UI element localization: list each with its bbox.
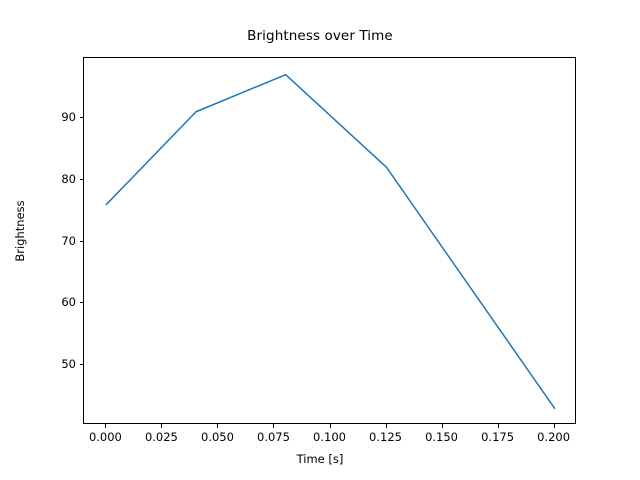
y-tick-mark <box>79 178 83 180</box>
x-tick-label: 0.175 <box>481 430 515 444</box>
brightness-line <box>105 73 556 410</box>
x-tick-label: 0.025 <box>144 430 178 444</box>
x-tick-mark <box>497 424 499 428</box>
y-tick-mark <box>79 302 83 304</box>
y-tick-mark <box>79 364 83 366</box>
x-tick-mark <box>385 424 387 428</box>
x-tick-mark <box>161 424 163 428</box>
data-line-svg <box>105 73 556 410</box>
plot-area <box>83 57 576 424</box>
x-tick-mark <box>105 424 107 428</box>
x-tick-mark <box>553 424 555 428</box>
y-tick-mark <box>79 116 83 118</box>
x-tick-label: 0.100 <box>313 430 346 444</box>
x-axis-label: Time [s] <box>296 452 344 466</box>
x-tick-mark <box>329 424 331 428</box>
y-tick-label: 90 <box>61 109 76 124</box>
y-axis-label: Brightness <box>13 200 27 262</box>
y-tick-mark <box>79 240 83 242</box>
x-tick-mark <box>441 424 443 428</box>
y-tick-label: 50 <box>61 357 76 372</box>
x-tick-label: 0.200 <box>537 430 571 444</box>
y-tick-label: 60 <box>61 295 76 310</box>
x-tick-label: 0.000 <box>88 430 122 444</box>
x-tick-mark <box>273 424 275 428</box>
x-tick-label: 0.125 <box>369 430 402 444</box>
chart-title: Brightness over Time <box>247 28 393 44</box>
x-tick-mark <box>217 424 219 428</box>
x-tick-label: 0.075 <box>257 430 290 444</box>
x-tick-label: 0.050 <box>200 430 234 444</box>
x-tick-label: 0.150 <box>425 430 458 444</box>
y-tick-label: 80 <box>61 171 76 186</box>
y-tick-label: 70 <box>61 233 76 248</box>
